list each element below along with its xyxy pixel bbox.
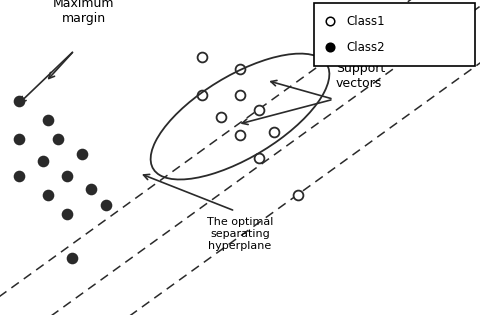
Text: Class2: Class2 [347, 41, 385, 54]
Point [87, 186, 95, 192]
Text: Maximum
margin: Maximum margin [53, 0, 115, 25]
Point [102, 202, 109, 207]
Point [236, 67, 244, 72]
Point [255, 108, 263, 113]
Point [44, 193, 52, 198]
Point [326, 45, 334, 50]
FancyBboxPatch shape [314, 3, 475, 66]
Point [236, 133, 244, 138]
Point [294, 193, 301, 198]
Point [68, 256, 76, 261]
Point [217, 114, 225, 119]
Text: The optimal
separating
hyperplane: The optimal separating hyperplane [207, 217, 273, 250]
Point [198, 54, 205, 59]
Point [44, 117, 52, 122]
Point [236, 92, 244, 97]
Point [270, 130, 277, 135]
Point [198, 92, 205, 97]
Point [78, 152, 85, 157]
Point [63, 212, 71, 217]
Text: Support
vectors: Support vectors [336, 62, 385, 90]
Point [15, 98, 23, 103]
Point [255, 155, 263, 160]
Point [39, 158, 47, 163]
Point [326, 19, 334, 24]
Point [54, 136, 61, 141]
Text: Class1: Class1 [347, 15, 385, 28]
Point [15, 174, 23, 179]
Point [63, 174, 71, 179]
Point [15, 136, 23, 141]
